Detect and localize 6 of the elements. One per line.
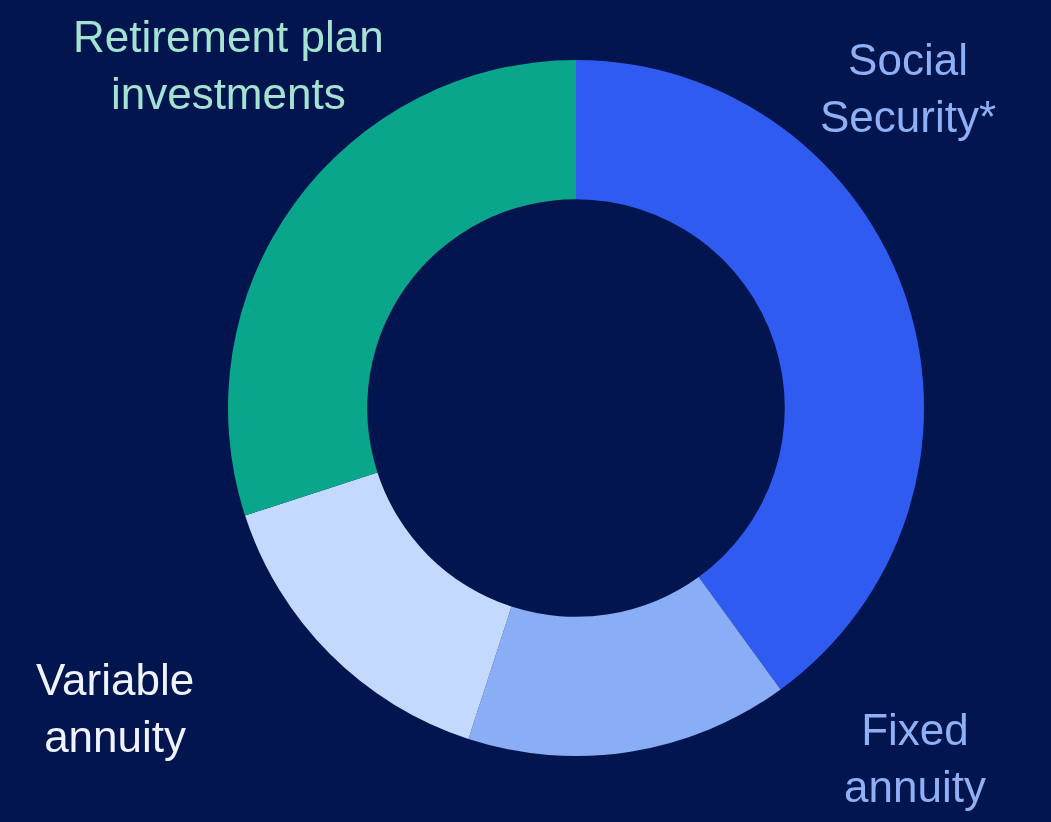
slice-label: Social Security* <box>820 35 997 142</box>
donut-slice <box>468 576 781 756</box>
slice-label: Retirement plan investments <box>73 12 384 119</box>
slice-label: Variable annuity <box>36 655 195 762</box>
donut-slice <box>245 472 512 739</box>
slice-label: Fixed annuity <box>844 705 986 812</box>
